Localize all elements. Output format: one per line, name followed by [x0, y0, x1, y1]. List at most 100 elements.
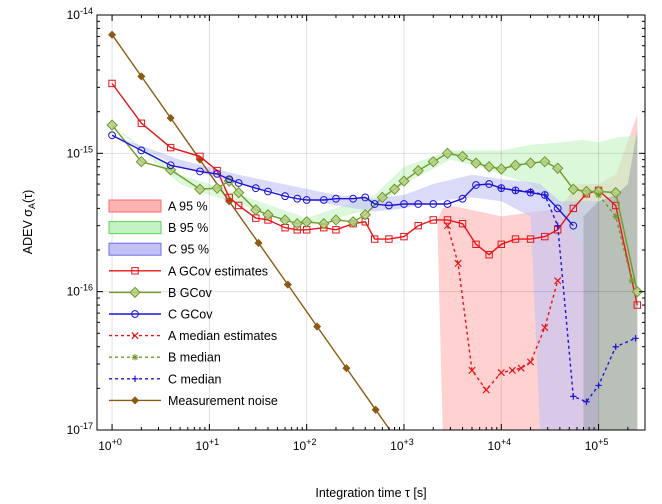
legend-marker [130, 396, 140, 405]
legend-label: C 95 % [168, 243, 209, 257]
axis-ticks: 10+0 10+1 10+2 10+3 10+4 10+5 10-14 10-15 10-16 1… [67, 6, 646, 453]
legend-item-a-gcov-estimates: A GCov estimates [109, 264, 268, 278]
data-point [137, 119, 146, 127]
data-point [371, 405, 380, 414]
data-point [279, 214, 291, 226]
data-point [412, 164, 424, 177]
legend-marker [131, 354, 139, 361]
data-point [342, 364, 351, 373]
legend-marker [129, 286, 141, 299]
data-point [470, 157, 482, 169]
data-point [498, 184, 505, 192]
data-point [483, 161, 495, 173]
data-point [458, 194, 467, 203]
data-point [213, 170, 221, 178]
data-point [431, 490, 438, 497]
data-point [633, 301, 641, 309]
series-b-gcov [106, 119, 644, 298]
data-point [541, 232, 549, 241]
data-point [302, 196, 311, 204]
data-point [569, 221, 578, 230]
data-point [196, 167, 204, 176]
data-point [570, 393, 577, 400]
series [106, 30, 644, 497]
data-point [385, 235, 393, 243]
data-point [429, 200, 438, 208]
data-point [569, 204, 578, 213]
legend: A 95 % B 95 % C 95 % A GCov estimates B GCov… [108, 199, 278, 408]
data-point [293, 194, 302, 203]
series-line [446, 225, 559, 392]
data-point [349, 194, 357, 203]
data-point [612, 213, 619, 220]
data-point [347, 216, 359, 228]
legend-label: B 95 % [168, 221, 208, 235]
data-point [234, 201, 243, 210]
data-point [631, 285, 644, 298]
legend-marker [131, 331, 139, 340]
legend-item-a-median-estimates: A median estimates [109, 329, 277, 343]
data-point [400, 200, 408, 208]
legend-item-c-95: C 95 % [108, 242, 209, 257]
legend-item-b-95: B 95 % [108, 221, 208, 235]
legend-swatch [108, 242, 162, 256]
data-point [211, 182, 223, 194]
data-point [194, 183, 206, 195]
legend-item-c-gcov: C GCov [109, 308, 213, 322]
data-point [361, 193, 370, 202]
y-tick-label: 10-14 [67, 6, 93, 22]
data-point [511, 186, 520, 195]
data-point [508, 366, 516, 374]
x-tick-label: 10+5 [585, 437, 609, 453]
legend-label: A GCov estimates [168, 264, 268, 278]
data-point [472, 240, 480, 248]
data-point [318, 217, 330, 230]
y-axis-label: ADEV σA(τ) [21, 190, 37, 255]
data-point [398, 175, 410, 187]
data-point [429, 216, 437, 224]
data-point [526, 358, 535, 366]
data-point [610, 186, 622, 199]
data-point [388, 183, 401, 195]
legend-label: Measurement noise [168, 394, 278, 408]
data-point [400, 232, 408, 241]
legend-marker [131, 375, 139, 382]
data-point [443, 222, 452, 230]
data-point [541, 323, 549, 332]
series-a-median-estimates [443, 222, 562, 394]
legend-label: B GCov [168, 286, 213, 300]
data-point [108, 131, 116, 140]
data-point [137, 72, 146, 81]
legend-marker [131, 310, 139, 318]
data-point [319, 196, 328, 204]
data-point [497, 184, 506, 193]
data-point [595, 382, 602, 389]
x-axis-label: Integration time τ [s] [315, 486, 426, 500]
legend-label: A median estimates [168, 329, 277, 343]
data-point [554, 222, 561, 229]
x-tick-label: 10+4 [487, 437, 511, 453]
legend-swatch [108, 199, 162, 213]
data-point [108, 79, 116, 88]
series-line [111, 34, 391, 430]
legend-item-b-median: B median [109, 351, 221, 365]
series-line [501, 187, 636, 403]
data-point [472, 181, 480, 189]
plot-frame [96, 14, 646, 431]
data-point [376, 191, 389, 204]
data-point [541, 191, 548, 199]
data-point [300, 216, 313, 228]
legend-label: B median [168, 351, 221, 365]
data-point [485, 251, 493, 259]
band-c-95 [112, 135, 599, 430]
data-point [332, 226, 340, 234]
data-point [166, 143, 175, 152]
data-point [632, 335, 639, 342]
data-point [137, 146, 146, 155]
band-overlap [583, 129, 638, 430]
y-tick-label: 10-16 [67, 283, 93, 299]
data-point [443, 200, 452, 208]
data-point [458, 219, 467, 228]
data-point [539, 155, 551, 168]
